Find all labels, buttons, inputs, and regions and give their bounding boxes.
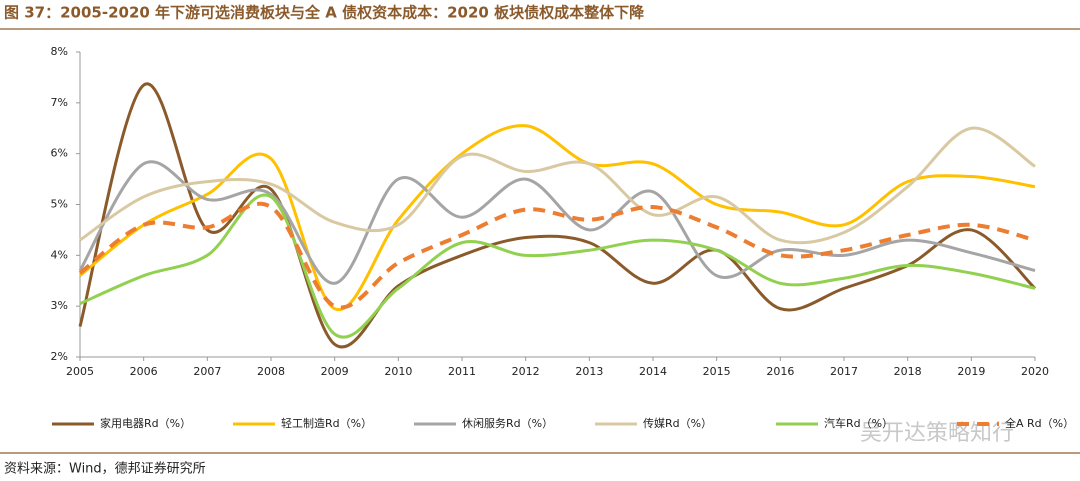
x-tick-label: 2011	[448, 365, 476, 378]
legend-label: 休闲服务Rd（%）	[462, 416, 553, 430]
x-tick-label: 2019	[957, 365, 985, 378]
x-tick-label: 2010	[384, 365, 412, 378]
x-tick-label: 2012	[512, 365, 540, 378]
y-tick-label: 7%	[51, 96, 68, 109]
chart-title: 图 37：2005-2020 年下游可选消费板块与全 A 债权资本成本：2020…	[4, 4, 645, 22]
legend-label: 汽车Rd（%）	[824, 416, 893, 430]
y-tick-label: 4%	[51, 248, 68, 261]
x-tick-label: 2009	[321, 365, 349, 378]
y-tick-label: 8%	[51, 45, 68, 58]
y-tick-label: 3%	[51, 299, 68, 312]
series-line	[79, 193, 1036, 339]
x-tick-label: 2005	[66, 365, 94, 378]
legend-label: 传媒Rd（%）	[643, 417, 712, 430]
x-tick-label: 2008	[257, 365, 285, 378]
series-line	[78, 160, 1036, 285]
x-tick-label: 2013	[575, 365, 603, 378]
x-tick-label: 2017	[830, 365, 858, 378]
x-tick-label: 2014	[639, 365, 667, 378]
legend-label: 家用电器Rd（%）	[100, 416, 191, 430]
x-tick-label: 2018	[894, 365, 922, 378]
x-tick-label: 2006	[130, 365, 158, 378]
x-tick-label: 2015	[703, 365, 731, 378]
x-tick-label: 2016	[766, 365, 794, 378]
y-tick-label: 5%	[51, 198, 68, 211]
series-line	[79, 126, 1036, 245]
series-line	[78, 201, 1036, 310]
legend-label: 全A Rd（%）	[1005, 416, 1074, 430]
y-tick-label: 2%	[51, 350, 68, 363]
y-tick-label: 6%	[51, 147, 68, 160]
series-line	[79, 124, 1036, 312]
series-line	[78, 82, 1037, 349]
legend-label: 轻工制造Rd（%）	[281, 416, 372, 430]
x-tick-label: 2007	[193, 365, 221, 378]
source: 资料来源：Wind，德邦证券研究所	[4, 461, 206, 477]
x-tick-label: 2020	[1021, 365, 1049, 378]
